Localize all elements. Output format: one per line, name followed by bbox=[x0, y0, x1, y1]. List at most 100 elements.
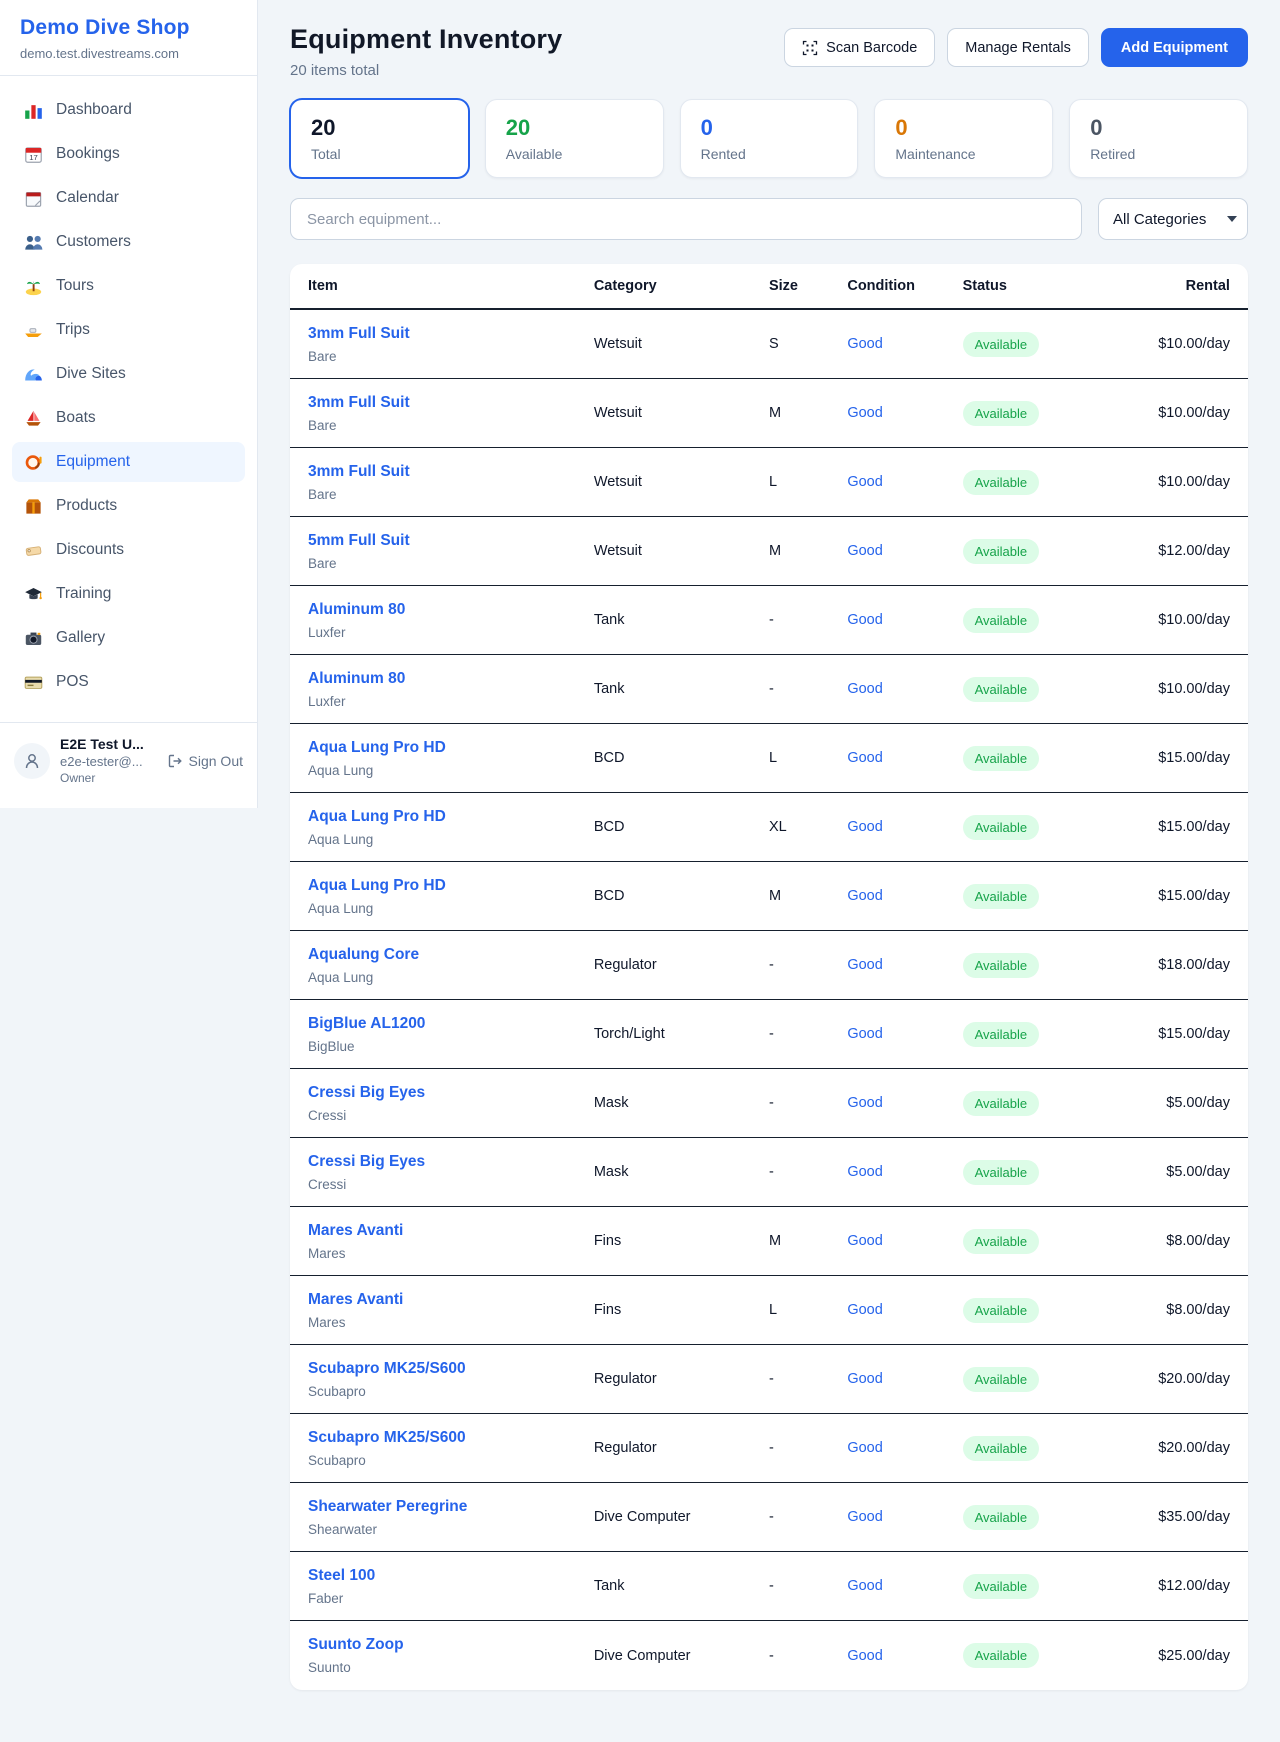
sidebar-item-tours[interactable]: Tours bbox=[12, 266, 245, 306]
table-row: 3mm Full Suit Bare Wetsuit L Good Availa… bbox=[290, 448, 1248, 517]
column-header-size: Size bbox=[768, 278, 798, 294]
item-name-link[interactable]: Aqua Lung Pro HD bbox=[308, 807, 446, 825]
item-category: Regulator bbox=[593, 957, 657, 973]
tag-icon bbox=[24, 541, 43, 560]
item-condition-link[interactable]: Good bbox=[847, 336, 883, 352]
item-condition-link[interactable]: Good bbox=[847, 612, 883, 628]
sidebar-item-pos[interactable]: POS bbox=[12, 662, 245, 702]
item-name-link[interactable]: Aqualung Core bbox=[308, 945, 420, 963]
item-rental-price: $15.00/day bbox=[1158, 1026, 1230, 1042]
item-name-link[interactable]: Cressi Big Eyes bbox=[308, 1152, 426, 1170]
sidebar-item-dashboard[interactable]: Dashboard bbox=[12, 90, 245, 130]
sign-out-label: Sign Out bbox=[188, 752, 243, 769]
table-row: Shearwater Peregrine Shearwater Dive Com… bbox=[290, 1483, 1248, 1552]
sidebar-item-calendar[interactable]: Calendar bbox=[12, 178, 245, 218]
item-size: L bbox=[768, 1302, 778, 1318]
stat-card-total[interactable]: 20 Total bbox=[290, 99, 469, 178]
table-row: Aqua Lung Pro HD Aqua Lung BCD L Good Av… bbox=[290, 724, 1248, 793]
item-rental-price: $15.00/day bbox=[1158, 888, 1230, 904]
stat-card-rented[interactable]: 0 Rented bbox=[679, 99, 859, 178]
item-brand: Faber bbox=[308, 1590, 344, 1606]
item-condition-link[interactable]: Good bbox=[847, 1371, 883, 1387]
item-size: M bbox=[768, 405, 782, 421]
item-condition-link[interactable]: Good bbox=[847, 1095, 883, 1111]
table-row: Mares Avanti Mares Fins L Good Available… bbox=[290, 1276, 1248, 1345]
item-category: Fins bbox=[593, 1302, 622, 1318]
item-name-link[interactable]: 3mm Full Suit bbox=[308, 462, 410, 480]
category-select[interactable]: All Categories bbox=[1098, 198, 1248, 240]
item-category: Dive Computer bbox=[593, 1509, 691, 1525]
item-condition-link[interactable]: Good bbox=[847, 888, 883, 904]
item-condition-link[interactable]: Good bbox=[847, 1440, 883, 1456]
item-name-link[interactable]: BigBlue AL1200 bbox=[308, 1014, 426, 1032]
item-condition-link[interactable]: Good bbox=[847, 1578, 883, 1594]
sidebar-item-boats[interactable]: Boats bbox=[12, 398, 245, 438]
items-total-count: 20 items total bbox=[290, 62, 380, 79]
item-condition-link[interactable]: Good bbox=[847, 474, 883, 490]
item-condition-link[interactable]: Good bbox=[847, 750, 883, 766]
item-condition-link[interactable]: Good bbox=[847, 543, 883, 559]
item-condition-link[interactable]: Good bbox=[847, 1302, 883, 1318]
item-name-link[interactable]: Cressi Big Eyes bbox=[308, 1083, 426, 1101]
stat-card-retired[interactable]: 0 Retired bbox=[1069, 99, 1248, 178]
item-name-link[interactable]: Steel 100 bbox=[308, 1566, 376, 1584]
item-category: Wetsuit bbox=[593, 405, 642, 421]
manage-rentals-label: Manage Rentals bbox=[965, 39, 1071, 56]
stat-card-available[interactable]: 20 Available bbox=[484, 99, 664, 178]
item-condition-link[interactable]: Good bbox=[847, 957, 883, 973]
item-brand: Mares bbox=[308, 1245, 346, 1261]
item-name-link[interactable]: Mares Avanti bbox=[308, 1290, 404, 1308]
sidebar-item-dive-sites[interactable]: Dive Sites bbox=[12, 354, 245, 394]
add-equipment-button[interactable]: Add Equipment bbox=[1100, 28, 1248, 67]
item-name-link[interactable]: Aqua Lung Pro HD bbox=[308, 738, 446, 756]
column-header-rental: Rental bbox=[1185, 278, 1230, 294]
item-condition-link[interactable]: Good bbox=[847, 681, 883, 697]
item-name-link[interactable]: 5mm Full Suit bbox=[308, 531, 410, 549]
stat-card-maintenance[interactable]: 0 Maintenance bbox=[874, 99, 1054, 178]
status-badge: Available bbox=[962, 676, 1040, 702]
wave-icon bbox=[24, 365, 43, 384]
item-name-link[interactable]: Mares Avanti bbox=[308, 1221, 404, 1239]
sign-out-button[interactable]: Sign Out bbox=[167, 753, 243, 769]
item-condition-link[interactable]: Good bbox=[847, 405, 883, 421]
item-name-link[interactable]: Aqua Lung Pro HD bbox=[308, 876, 446, 894]
item-rental-price: $15.00/day bbox=[1158, 819, 1230, 835]
item-condition-link[interactable]: Good bbox=[847, 1647, 883, 1664]
status-badge: Available bbox=[962, 1435, 1040, 1461]
item-rental-price: $20.00/day bbox=[1158, 1371, 1230, 1387]
item-category: Fins bbox=[593, 1233, 622, 1249]
item-name-link[interactable]: 3mm Full Suit bbox=[308, 324, 410, 342]
user-name: E2E Test U... bbox=[60, 736, 144, 752]
item-size: S bbox=[768, 336, 779, 352]
sidebar-item-equipment[interactable]: Equipment bbox=[12, 442, 245, 482]
item-name-link[interactable]: Suunto Zoop bbox=[308, 1636, 404, 1653]
sidebar-item-label: Equipment bbox=[56, 453, 131, 470]
sidebar-item-training[interactable]: Training bbox=[12, 574, 245, 614]
sidebar-item-trips[interactable]: Trips bbox=[12, 310, 245, 350]
item-condition-link[interactable]: Good bbox=[847, 1164, 883, 1180]
item-condition-link[interactable]: Good bbox=[847, 1026, 883, 1042]
item-condition-link[interactable]: Good bbox=[847, 819, 883, 835]
item-rental-price: $8.00/day bbox=[1166, 1302, 1230, 1318]
sidebar-item-products[interactable]: Products bbox=[12, 486, 245, 526]
sidebar-item-bookings[interactable]: 17 Bookings bbox=[12, 134, 245, 174]
item-name-link[interactable]: Aluminum 80 bbox=[308, 600, 406, 618]
search-input[interactable] bbox=[290, 198, 1082, 240]
item-condition-link[interactable]: Good bbox=[847, 1233, 883, 1249]
item-category: BCD bbox=[593, 750, 625, 766]
item-size: XL bbox=[768, 819, 787, 835]
item-name-link[interactable]: Scubapro MK25/S600 bbox=[308, 1359, 466, 1377]
sidebar-item-gallery[interactable]: Gallery bbox=[12, 618, 245, 658]
item-category: BCD bbox=[593, 819, 625, 835]
manage-rentals-button[interactable]: Manage Rentals bbox=[947, 28, 1089, 67]
item-condition-link[interactable]: Good bbox=[847, 1509, 883, 1525]
sidebar-item-customers[interactable]: Customers bbox=[12, 222, 245, 262]
stat-value: 0 bbox=[1090, 115, 1103, 140]
item-name-link[interactable]: 3mm Full Suit bbox=[308, 393, 410, 411]
item-name-link[interactable]: Scubapro MK25/S600 bbox=[308, 1428, 466, 1446]
sidebar-item-discounts[interactable]: Discounts bbox=[12, 530, 245, 570]
sign-out-icon bbox=[168, 754, 182, 767]
item-name-link[interactable]: Shearwater Peregrine bbox=[308, 1497, 468, 1515]
scan-barcode-button[interactable]: Scan Barcode bbox=[784, 28, 936, 67]
item-name-link[interactable]: Aluminum 80 bbox=[308, 669, 406, 687]
